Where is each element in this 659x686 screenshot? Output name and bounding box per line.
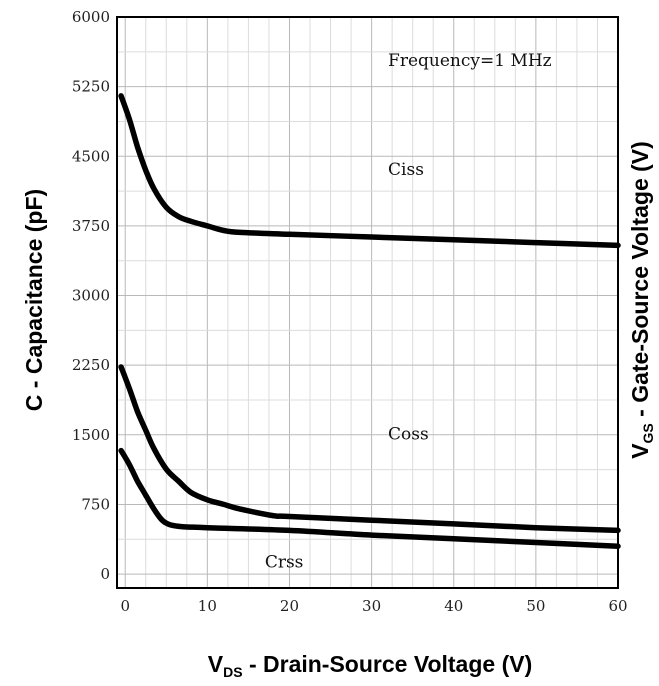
grid bbox=[117, 16, 619, 588]
y2-axis-label-prefix: V bbox=[627, 443, 653, 459]
series-labels: Ciss Coss Crss bbox=[265, 160, 429, 573]
y-tick-label: 3000 bbox=[72, 287, 110, 305]
plot-frame bbox=[116, 16, 619, 589]
series-label-crss: Crss bbox=[265, 553, 304, 573]
y-tick-label: 3750 bbox=[72, 217, 110, 235]
series-label-coss: Coss bbox=[388, 424, 429, 444]
x-tick-label: 30 bbox=[362, 597, 381, 615]
x-tick-label: 10 bbox=[198, 597, 217, 615]
y-axis-label: C - Capacitance (pF) bbox=[21, 189, 47, 411]
y-tick-label: 2250 bbox=[72, 356, 110, 374]
x-axis-label-sub: DS bbox=[223, 664, 242, 680]
x-axis-label-suffix: - Drain-Source Voltage (V) bbox=[243, 651, 533, 677]
y2-axis-label-suffix: - Gate-Source Voltage (V) bbox=[627, 141, 653, 423]
y-tick-label: 0 bbox=[100, 565, 110, 583]
x-tick-label: 0 bbox=[120, 597, 130, 615]
x-tick-labels: 0 10 20 30 40 50 60 bbox=[120, 597, 627, 615]
series-line-ciss bbox=[118, 93, 621, 249]
series-curves bbox=[118, 93, 621, 549]
y-tick-label: 5250 bbox=[72, 78, 110, 96]
x-axis-label-prefix: V bbox=[208, 651, 224, 677]
y-tick-label: 4500 bbox=[72, 147, 110, 165]
annotations: Frequency=1 MHz bbox=[388, 51, 552, 71]
x-tick-label: 60 bbox=[608, 597, 627, 615]
x-tick-label: 40 bbox=[444, 597, 463, 615]
series-label-ciss: Ciss bbox=[388, 160, 424, 180]
frequency-annotation: Frequency=1 MHz bbox=[388, 51, 552, 71]
x-axis-label: VDS - Drain-Source Voltage (V) bbox=[208, 651, 532, 680]
series-line-crss bbox=[118, 447, 621, 549]
y2-axis-label-sub: GS bbox=[640, 423, 656, 443]
y-tick-label: 750 bbox=[81, 495, 110, 513]
y-tick-label: 6000 bbox=[72, 8, 110, 26]
y-tick-labels: 0 750 1500 2250 3000 3750 4500 5250 6000 bbox=[72, 8, 110, 583]
series-line-coss bbox=[118, 364, 621, 534]
x-tick-label: 50 bbox=[526, 597, 545, 615]
y2-axis-label: VGS - Gate-Source Voltage (V) bbox=[627, 141, 656, 459]
y-tick-label: 1500 bbox=[72, 426, 110, 444]
x-tick-label: 20 bbox=[280, 597, 299, 615]
